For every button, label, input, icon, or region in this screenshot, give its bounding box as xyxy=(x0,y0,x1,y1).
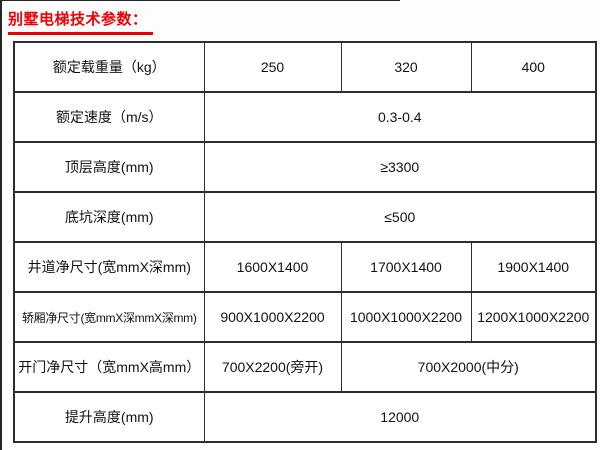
spec-value-cell: 0.3-0.4 xyxy=(203,91,597,143)
spec-value-cell: 700X2000(中分) xyxy=(340,341,597,393)
specs-table: 额定载重量（kg） 250 320 400 额定速度（m/s） 0.3-0.4 顶层高度(m… xyxy=(13,41,597,443)
spec-value-cell: 12000 xyxy=(203,391,597,443)
spec-value-cell: ≤500 xyxy=(203,191,597,243)
screenshot-left-edge xyxy=(0,0,2,450)
spec-value-cell: 1200X1000X2200 xyxy=(470,291,597,343)
spec-value-cell: 1600X1400 xyxy=(203,241,342,293)
table-row: 井道净尺寸(宽mmX深mm) 1600X1400 1700X1400 1900X140… xyxy=(13,241,597,293)
spec-value-cell: 1900X1400 xyxy=(470,241,597,293)
spec-label-cell: 轿厢净尺寸(宽mmX深mmX深mm) xyxy=(13,291,205,343)
spec-value-cell: 900X1000X2200 xyxy=(203,291,342,343)
spec-value-cell: 250 xyxy=(203,41,342,93)
spec-label-cell: 井道净尺寸(宽mmX深mm) xyxy=(13,241,205,293)
table-row: 额定速度（m/s） 0.3-0.4 xyxy=(13,91,597,143)
spec-label-cell: 开门净尺寸（宽mmX高mm） xyxy=(13,341,205,393)
spec-value-cell: 400 xyxy=(470,41,597,93)
table-row: 底坑深度(mm) ≤500 xyxy=(13,191,597,243)
page-title: 别墅电梯技术参数： xyxy=(8,11,148,28)
spec-value-cell: 320 xyxy=(340,41,472,93)
spec-value-cell: 700X2200(旁开) xyxy=(203,341,342,393)
table-row: 提升高度(mm) 12000 xyxy=(13,391,597,443)
spec-value-cell: 1000X1000X2200 xyxy=(340,291,472,343)
spec-value-cell: 1700X1400 xyxy=(340,241,472,293)
table-row: 顶层高度(mm) ≥3300 xyxy=(13,141,597,193)
spec-label-cell: 底坑深度(mm) xyxy=(13,191,205,243)
screenshot-top-edge xyxy=(0,0,400,1)
title-underline xyxy=(8,32,153,35)
spec-label-cell: 额定载重量（kg） xyxy=(13,41,205,93)
table-row: 轿厢净尺寸(宽mmX深mmX深mm) 900X1000X2200 1000X1000… xyxy=(13,291,597,343)
spec-value-cell: ≥3300 xyxy=(203,141,597,193)
spec-label-cell: 额定速度（m/s） xyxy=(13,91,205,143)
spec-label-cell: 提升高度(mm) xyxy=(13,391,205,443)
table-row: 开门净尺寸（宽mmX高mm） 700X2200(旁开) 700X2000(中分) xyxy=(13,341,597,393)
table-row: 额定载重量（kg） 250 320 400 xyxy=(13,41,597,93)
spec-label-cell: 顶层高度(mm) xyxy=(13,141,205,193)
